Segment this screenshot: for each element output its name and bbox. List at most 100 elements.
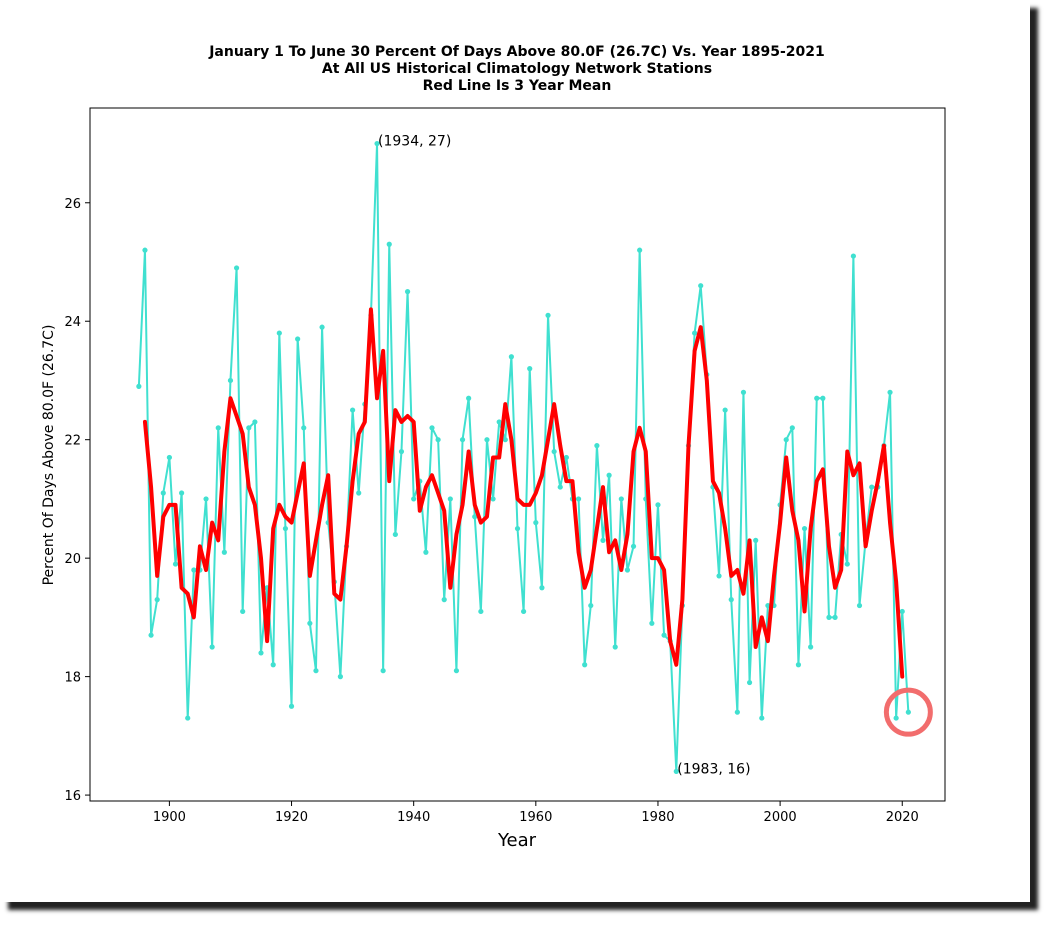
annual-data-point <box>618 496 624 502</box>
annual-data-point <box>740 389 747 395</box>
annual-data-point <box>783 437 789 443</box>
annual-data-point <box>801 525 808 532</box>
annual-data-point <box>404 289 411 295</box>
annual-data-point <box>575 496 582 502</box>
annual-data-point <box>337 674 343 680</box>
annual-data-point <box>673 768 679 774</box>
three-year-mean-line <box>142 307 905 679</box>
annual-data-point <box>508 354 514 360</box>
annual-data-point <box>276 330 282 336</box>
y-tick-label: 26 <box>64 197 81 212</box>
annual-data-point <box>453 668 460 674</box>
y-tick-label: 18 <box>64 671 81 686</box>
annual-data-point <box>606 472 612 478</box>
annual-data-point <box>808 644 814 650</box>
annual-data-point <box>630 543 637 549</box>
annual-data-point <box>527 366 533 372</box>
annual-data-point <box>582 662 588 668</box>
annual-data-point <box>893 715 899 721</box>
annual-data-point <box>246 425 252 431</box>
annual-data-point <box>539 585 545 591</box>
annotations: (1934, 27) (1983, 16) <box>378 134 933 777</box>
annual-data-point <box>166 454 172 461</box>
annual-data-point <box>490 496 496 502</box>
annual-data-point <box>288 703 295 709</box>
annual-data-point <box>551 448 557 455</box>
annual-data-point <box>545 312 551 318</box>
axis-ticks: 1900 1920 1940 1960 1980 2000 2020 16 18 20 22 24 26 <box>64 197 918 825</box>
annual-data-point <box>447 496 453 502</box>
annual-data-point <box>148 632 154 638</box>
chart-title: January 1 To June 30 Percent Of Days Abo… <box>0 44 1034 95</box>
annual-data-point <box>844 561 850 567</box>
y-tick-label: 16 <box>64 789 81 804</box>
annual-data-point <box>227 377 234 384</box>
annual-data-point <box>887 389 893 395</box>
annual-data-point <box>905 709 911 715</box>
annual-data-point <box>215 425 221 431</box>
annual-data-point <box>795 662 802 668</box>
annual-data-point <box>398 448 405 455</box>
annual-data-point <box>411 496 417 502</box>
annual-data-point <box>466 395 472 401</box>
x-axis-label: Year <box>497 830 537 851</box>
annual-data-point <box>514 525 521 532</box>
annual-data-point <box>386 241 392 247</box>
annual-data-point <box>374 140 380 147</box>
annual-data-point <box>154 597 160 603</box>
annual-data-point <box>759 715 765 721</box>
annual-data-point <box>459 437 466 443</box>
annual-data-point <box>722 407 728 413</box>
annual-data-point <box>160 490 166 496</box>
annual-data-point <box>850 253 856 259</box>
annual-data-point <box>258 650 264 656</box>
data-annotation: (1983, 16) <box>677 761 750 777</box>
annual-data-point <box>191 567 197 573</box>
annual-data-point <box>600 537 606 543</box>
annual-data-point <box>661 632 667 638</box>
annual-data-point <box>252 419 258 425</box>
annual-data-point <box>502 437 508 443</box>
three-year-mean-series <box>142 307 905 679</box>
annual-data-point <box>588 602 594 609</box>
annual-data-point <box>350 407 356 413</box>
annual-data-point <box>612 644 618 650</box>
annual-data-point <box>233 265 240 271</box>
annual-data-point <box>142 247 148 253</box>
annual-data-point <box>832 614 838 620</box>
y-axis-label: Percent Of Days Above 80.0F (26.7C) <box>41 325 57 586</box>
annual-data-point <box>484 437 490 443</box>
annual-data-point <box>716 573 722 579</box>
plot-area <box>89 107 946 802</box>
annual-data-point <box>820 395 826 401</box>
annual-data-point <box>649 620 655 626</box>
x-tick-label: 1900 <box>153 810 186 825</box>
highlight-circle <box>883 687 933 737</box>
title-line-2: At All US Historical Climatology Network… <box>321 61 713 77</box>
annual-data-point <box>441 597 447 603</box>
annual-data-point <box>240 608 246 615</box>
x-tick-label: 2020 <box>886 810 919 825</box>
annual-data-point <box>826 614 832 620</box>
x-tick-label: 1940 <box>397 810 430 825</box>
annual-data-point <box>533 520 539 526</box>
annual-data-point <box>307 620 313 626</box>
annual-data-point <box>814 395 820 401</box>
annual-data-point <box>435 437 441 443</box>
x-tick-label: 1920 <box>275 810 308 825</box>
annual-data-point <box>734 709 740 715</box>
annual-data-point <box>209 644 215 650</box>
x-tick-label: 2000 <box>764 810 797 825</box>
annual-data-point <box>282 525 289 532</box>
annual-data-point <box>728 597 734 603</box>
annual-data-point <box>521 608 527 615</box>
annual-data-point <box>692 330 698 336</box>
annual-data-point <box>472 514 478 520</box>
annual-data-point <box>655 502 661 508</box>
annual-data-point <box>789 425 795 431</box>
annual-data-point <box>746 679 753 686</box>
annual-data-point <box>301 425 307 431</box>
annual-data-point <box>203 496 209 502</box>
data-annotation: (1934, 27) <box>378 134 451 150</box>
